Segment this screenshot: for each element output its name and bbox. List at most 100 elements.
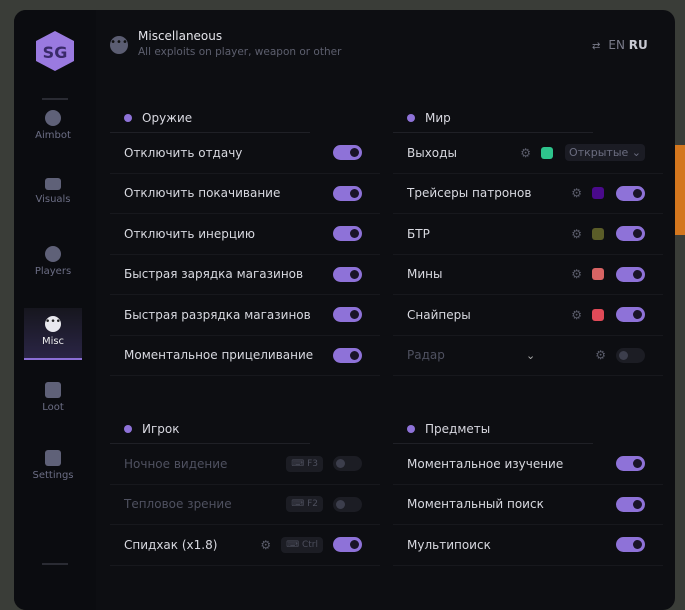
setting-label: Спидхак (x1.8) [124, 537, 218, 552]
color-swatch[interactable] [592, 187, 604, 200]
setting-label: Снайперы [407, 307, 471, 322]
setting-label: Тепловое зрение [124, 497, 232, 512]
setting-row: БТР ⚙ [393, 214, 663, 255]
setting-label: Мины [407, 267, 443, 282]
toggle[interactable] [616, 307, 645, 323]
section-title: Игрок [110, 414, 310, 444]
color-swatch[interactable] [592, 308, 604, 321]
dots-icon: ••• [45, 316, 61, 332]
toggle[interactable] [333, 347, 362, 363]
section-title-text: Оружие [142, 110, 193, 125]
label: Loot [42, 402, 64, 413]
language-switch: ⇄ EN RU [592, 38, 648, 52]
setting-label: Отключить покачивание [124, 186, 281, 201]
setting-row: Отключить отдачу [110, 133, 380, 174]
dots-icon: ••• [110, 36, 128, 54]
hotkey-button[interactable]: ⌨ F2 [286, 496, 323, 513]
toggle[interactable] [333, 537, 362, 553]
toggle[interactable] [616, 456, 645, 472]
setting-label: Радар [407, 348, 445, 363]
gear-icon[interactable]: ⚙ [571, 307, 582, 322]
section-title: Оружие [110, 103, 310, 133]
toggle[interactable] [616, 496, 645, 512]
section-icon [407, 424, 415, 433]
logo: SG [36, 31, 74, 71]
label: Misc [41, 336, 65, 347]
page-subtitle: All exploits on player, weapon or other [138, 46, 342, 58]
setting-row: Трейсеры патронов ⚙ [393, 174, 663, 214]
divider [42, 563, 68, 565]
gear-icon[interactable]: ⚙ [571, 267, 582, 282]
color-swatch[interactable] [592, 227, 604, 240]
toggle[interactable] [333, 226, 362, 242]
section-player: Игрок Ночное видение ⌨ F3 Тепловое зрение ⌨ … [110, 414, 380, 566]
setting-row: Моментальный поиск [393, 485, 663, 525]
setting-label: Отключить отдачу [124, 145, 243, 160]
hotkey-label: F2 [307, 499, 318, 510]
toggle[interactable] [616, 347, 645, 363]
section-icon [407, 113, 415, 122]
sidebar-item-loot[interactable]: Loot [24, 374, 82, 424]
section-world: Мир Выходы ⚙ Открытые ⌄ Трейсеры патронов ⚙ БТ… [393, 103, 663, 376]
mode-select[interactable]: Открытые ⌄ [565, 144, 645, 162]
setting-label: Мультипоиск [407, 537, 491, 552]
sidebar-item-aimbot[interactable]: Aimbot [24, 102, 82, 152]
setting-label: Быстрая разрядка магазинов [124, 307, 311, 322]
list-icon [45, 450, 61, 466]
gear-icon[interactable]: ⚙ [260, 537, 272, 552]
setting-row: Моментальное изучение [393, 444, 663, 485]
label: Settings [32, 470, 74, 481]
divider [42, 98, 68, 100]
gear-icon[interactable]: ⚙ [520, 145, 532, 160]
toggle[interactable] [616, 226, 645, 242]
toggle[interactable] [616, 266, 645, 282]
hotkey-label: Ctrl [301, 539, 318, 550]
setting-label: Выходы [407, 145, 457, 160]
lang-en[interactable]: EN [608, 38, 625, 52]
setting-row: Ночное видение ⌨ F3 [110, 444, 380, 485]
setting-row: Отключить покачивание [110, 174, 380, 214]
toggle[interactable] [333, 145, 362, 161]
label: Players [34, 266, 72, 277]
setting-label: Ночное видение [124, 456, 228, 471]
label: Visuals [35, 194, 71, 205]
toggle[interactable] [616, 537, 645, 553]
setting-row: Радар ⌄ ⚙ [393, 336, 663, 376]
toggle[interactable] [333, 307, 362, 323]
color-swatch[interactable] [592, 268, 604, 281]
gear-icon[interactable]: ⚙ [595, 348, 606, 363]
setting-row: Спидхак (x1.8) ⚙ ⌨ Ctrl [110, 525, 380, 566]
translate-icon: ⇄ [592, 41, 601, 52]
section-title: Мир [393, 103, 593, 133]
vr-headset-icon [45, 178, 61, 190]
hotkey-label: F3 [307, 458, 318, 469]
hotkey-button[interactable]: ⌨ F3 [286, 455, 323, 472]
setting-row: Мультипоиск [393, 525, 663, 566]
toggle[interactable] [333, 266, 362, 282]
toggle[interactable] [333, 185, 362, 201]
gear-icon[interactable]: ⚙ [571, 186, 582, 201]
color-swatch[interactable] [541, 146, 554, 159]
svg-text:SG: SG [43, 43, 68, 62]
toggle[interactable] [616, 185, 645, 201]
setting-label: Моментальное прицеливание [124, 348, 314, 363]
setting-row: Быстрая зарядка магазинов [110, 255, 380, 295]
sidebar-item-players[interactable]: Players [24, 238, 82, 288]
setting-label: Моментальный поиск [407, 497, 544, 512]
users-icon [45, 246, 61, 262]
setting-row: Моментальное прицеливание [110, 336, 380, 376]
lang-ru[interactable]: RU [628, 38, 648, 52]
setting-row: Тепловое зрение ⌨ F2 [110, 485, 380, 525]
toggle[interactable] [333, 496, 362, 512]
briefcase-icon [45, 382, 61, 398]
sidebar-item-settings[interactable]: Settings [24, 442, 82, 492]
chevron-down-icon[interactable]: ⌄ [526, 348, 536, 362]
sidebar: SG Aimbot Visuals Players ••• Misc Loot S… [14, 10, 96, 610]
gear-icon[interactable]: ⚙ [571, 226, 582, 241]
sidebar-item-misc[interactable]: ••• Misc [24, 308, 82, 360]
hotkey-button[interactable]: ⌨ Ctrl [281, 536, 323, 553]
setting-row: Отключить инерцию [110, 214, 380, 255]
background-element [672, 145, 685, 235]
sidebar-item-visuals[interactable]: Visuals [24, 170, 82, 220]
toggle[interactable] [333, 456, 362, 472]
